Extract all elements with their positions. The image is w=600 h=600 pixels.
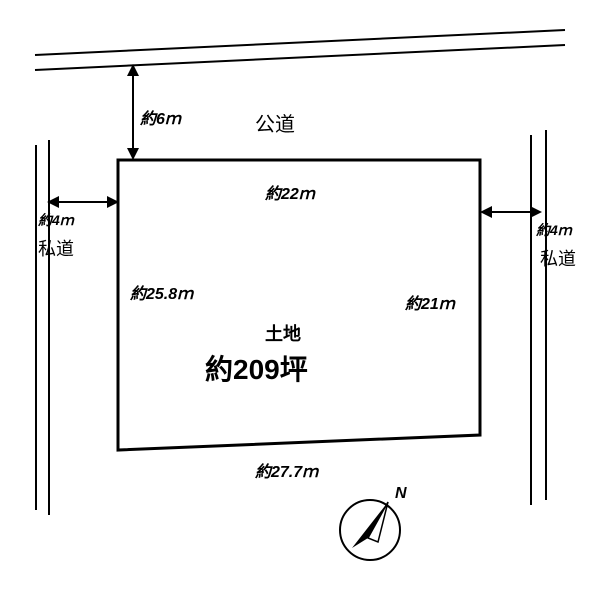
land-label: 土地 <box>265 320 301 346</box>
plot-bottom-label: 約27.7ｍ <box>255 458 318 482</box>
area-label: 約209坪 <box>205 348 308 388</box>
left-road-label: 私道 <box>38 235 74 261</box>
top-gap-label: 約6ｍ <box>140 105 181 129</box>
compass-north-label: N <box>395 485 407 503</box>
plot-outline <box>0 0 600 600</box>
right-road-label: 私道 <box>540 245 576 271</box>
plot-right-label: 約21ｍ <box>405 290 455 314</box>
right-gap-label: 約4ｍ <box>536 220 572 240</box>
left-gap-label: 約4ｍ <box>38 210 74 230</box>
plot-left-label: 約25.8ｍ <box>130 280 193 304</box>
top-road-label: 公道 <box>255 108 295 137</box>
plot-top-label: 約22ｍ <box>265 180 315 204</box>
